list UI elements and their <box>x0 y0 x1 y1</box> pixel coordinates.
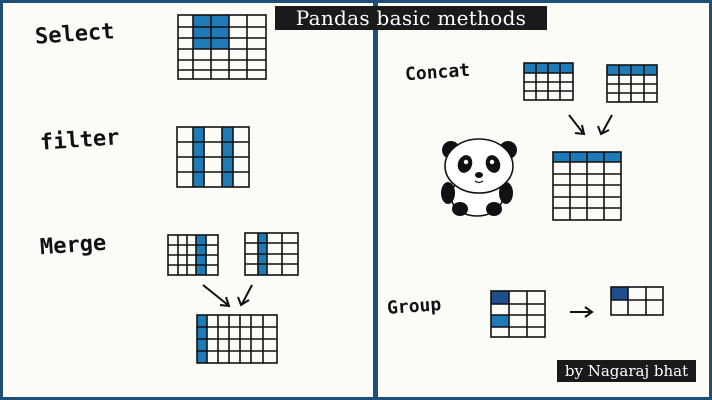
merge-table-right <box>244 232 299 276</box>
concat-table-left <box>523 62 574 101</box>
concat-table-right <box>606 64 658 103</box>
page-title: Pandas basic methods <box>275 6 547 30</box>
select-table <box>177 14 267 80</box>
group-table-result <box>610 286 664 316</box>
concat-table-result <box>552 151 622 221</box>
left-panel <box>3 3 373 397</box>
arrow-icon <box>202 284 253 308</box>
merge-table-result <box>196 314 278 364</box>
arrow-icon <box>570 306 594 318</box>
filter-table <box>176 126 250 188</box>
panda-icon <box>441 138 517 217</box>
group-table-source <box>490 290 546 338</box>
merge-table-left <box>167 234 219 276</box>
credit-label: by Nagaraj bhat <box>557 360 696 382</box>
arrow-icon <box>568 114 613 136</box>
